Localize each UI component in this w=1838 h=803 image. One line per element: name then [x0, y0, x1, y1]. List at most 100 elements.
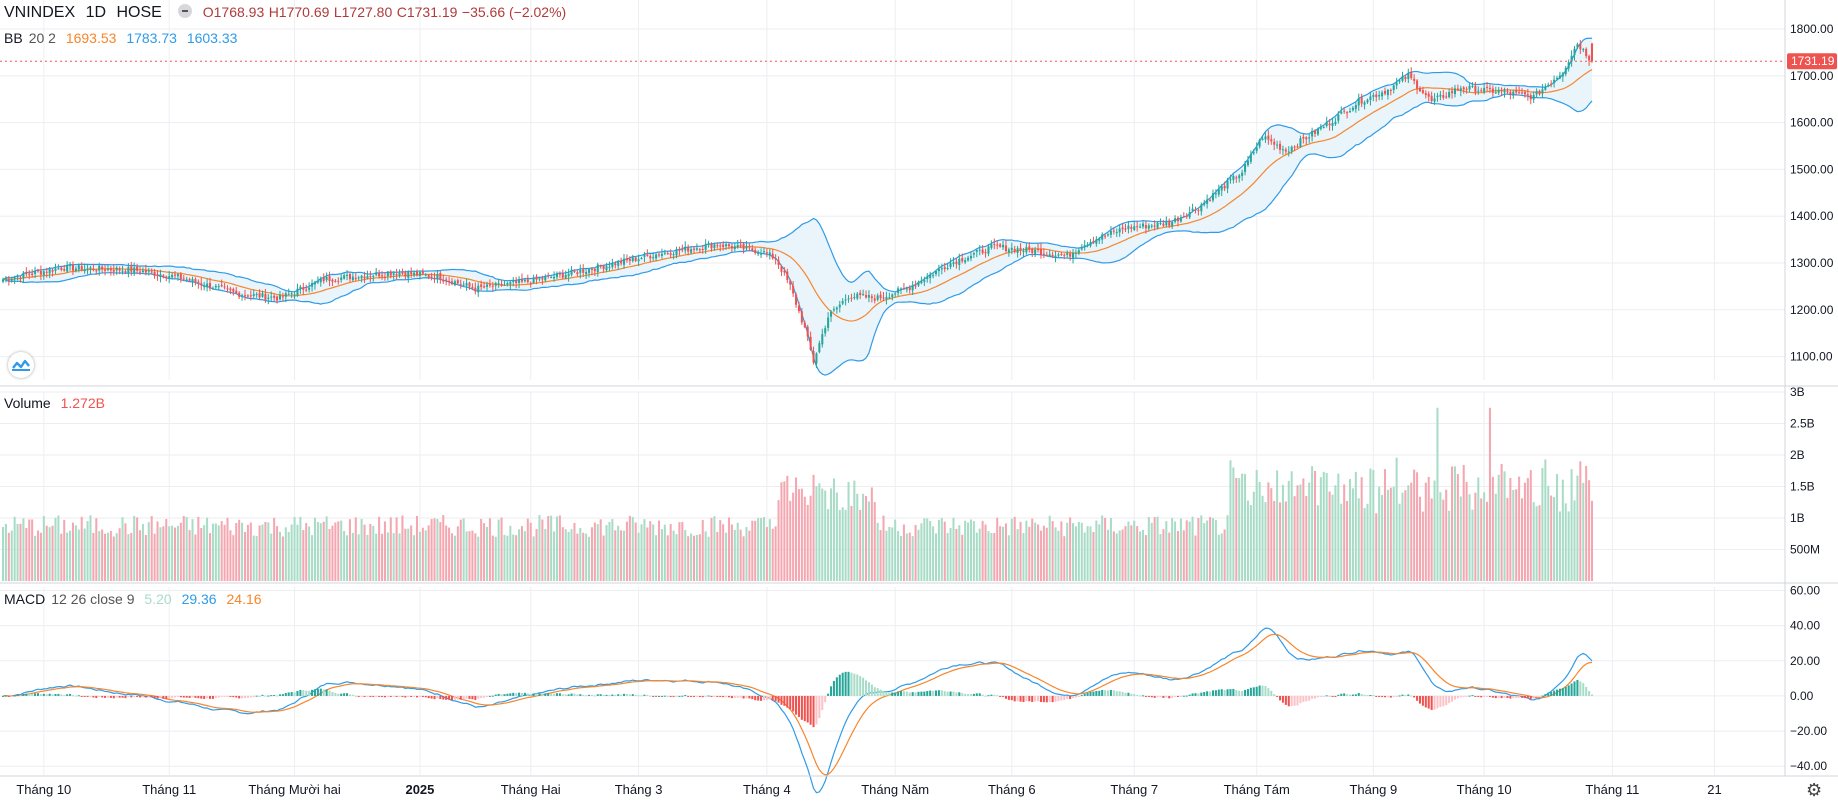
candle-body: [809, 336, 812, 350]
candle-body: [509, 282, 512, 285]
macd-histogram-bar: [106, 695, 109, 698]
candle-body: [830, 311, 833, 317]
volume-bar: [733, 529, 736, 581]
macd-histogram-bar: [39, 693, 42, 696]
candle-body: [1042, 253, 1045, 255]
candle-body: [864, 295, 868, 298]
macd-histogram-bar: [159, 695, 162, 699]
volume-bar: [1585, 465, 1588, 581]
candle-body: [445, 279, 448, 282]
volume-bar: [354, 517, 357, 581]
volume-bar: [1442, 499, 1445, 581]
volume-bar: [934, 533, 938, 581]
volume-bar: [754, 520, 757, 581]
candle-body: [1311, 130, 1314, 137]
interval-label[interactable]: 1D: [85, 4, 107, 21]
candle-body: [1535, 91, 1538, 95]
gear-icon[interactable]: ⚙: [1806, 780, 1823, 801]
volume-bar: [147, 522, 150, 581]
volume-bar: [570, 529, 573, 581]
macd-histogram-bar: [1162, 695, 1165, 698]
volume-bar: [1308, 482, 1311, 581]
volume-bar: [955, 528, 958, 581]
candle-body: [777, 260, 780, 266]
candle-body: [238, 292, 241, 297]
macd-histogram-bar: [969, 694, 972, 696]
candle-body: [1226, 180, 1229, 189]
volume-bar: [902, 524, 905, 581]
candle-body: [1101, 234, 1104, 240]
macd-series[interactable]: [1, 627, 1594, 794]
candle-body: [168, 276, 171, 279]
candle-body: [1468, 85, 1471, 90]
macd-histogram-bar: [45, 694, 48, 696]
candle-body: [1080, 248, 1083, 250]
bb-legend[interactable]: BB 20 2 1693.53 1783.73 1603.33: [4, 30, 243, 46]
volume-bar: [13, 516, 16, 581]
volume-bar: [1354, 471, 1357, 581]
macd-histogram-bar: [1436, 695, 1439, 709]
candle-body: [768, 252, 771, 255]
macd-histogram-bar: [241, 695, 244, 699]
macd-histogram-bar: [133, 695, 136, 697]
volume-bar: [1051, 521, 1054, 581]
macd-legend[interactable]: MACD 12 26 close 9 5.20 29.36 24.16: [4, 591, 268, 607]
macd-histogram-bar: [1348, 694, 1352, 696]
macd-histogram-bar: [824, 695, 827, 703]
macd-histogram-bar: [208, 695, 212, 699]
macd-histogram-bar: [972, 693, 975, 696]
volume-bar: [395, 517, 398, 581]
symbol-legend[interactable]: VNINDEX 1D HOSE O1768.93 H1770.69 L1727.…: [4, 3, 566, 22]
volume-bar: [270, 533, 273, 581]
candle-body: [74, 268, 77, 271]
macd-histogram-bar: [946, 691, 949, 696]
volume-bar: [1264, 502, 1267, 581]
volume-value: 1.272B: [60, 395, 105, 411]
candle-body: [197, 281, 200, 284]
candle-body: [1486, 86, 1489, 88]
macd-histogram-bar: [1106, 690, 1110, 696]
collapse-legend-icon[interactable]: [178, 3, 193, 18]
candle-body: [351, 276, 354, 281]
candle-body: [952, 262, 955, 265]
volume-bar: [1313, 470, 1317, 581]
macd-histogram-bar: [1328, 695, 1331, 697]
candle-body: [398, 272, 401, 276]
volume-bars[interactable]: [1, 407, 1594, 581]
candle-body: [1523, 92, 1526, 95]
macd-histogram-bar: [1497, 695, 1500, 698]
macd-histogram-bar: [518, 692, 521, 696]
macd-histogram-bar: [226, 695, 229, 697]
candle-body: [561, 273, 564, 278]
macd-histogram-bar: [1334, 695, 1337, 697]
volume-bar: [1331, 494, 1334, 581]
candle-body: [1241, 172, 1244, 176]
volume-bar: [1153, 517, 1156, 581]
candlestick-series[interactable]: [1, 40, 1594, 369]
volume-bar: [1098, 524, 1101, 581]
volume-bar: [722, 524, 725, 581]
volume-bar: [894, 519, 897, 581]
candle-body: [1203, 202, 1206, 205]
candle-body: [1115, 232, 1118, 234]
volume-bar: [144, 535, 147, 581]
candle-body: [232, 288, 235, 292]
macd-histogram-bar: [1410, 695, 1413, 697]
macd-histogram-bar: [144, 695, 147, 698]
macd-histogram-bar: [456, 695, 459, 700]
macd-histogram-bar: [975, 693, 978, 696]
macd-histogram-bar: [1095, 690, 1098, 696]
candle-body: [1019, 247, 1022, 251]
symbol-name[interactable]: VNINDEX: [4, 4, 76, 21]
volume-bar: [1576, 475, 1579, 581]
volume-bar: [483, 523, 486, 581]
tradingview-logo-icon[interactable]: [8, 352, 34, 378]
volume-bar: [730, 524, 733, 581]
candle-body: [1270, 139, 1273, 142]
candle-body: [550, 277, 553, 279]
candle-body: [147, 270, 150, 272]
volume-legend[interactable]: Volume 1.272B: [4, 395, 111, 411]
candle-body: [1077, 250, 1080, 253]
time-axis-label: Tháng Hai: [501, 782, 561, 797]
